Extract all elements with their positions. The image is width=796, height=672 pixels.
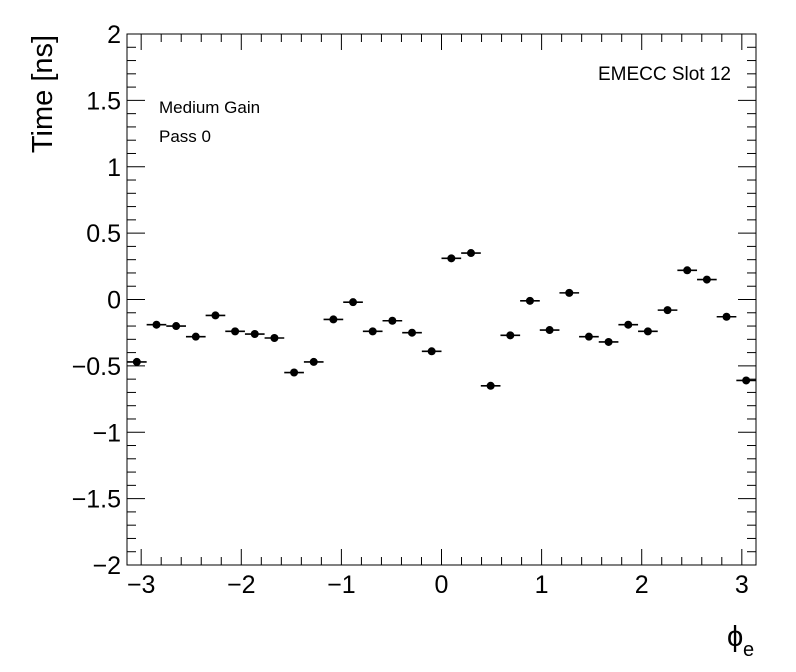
data-point (643, 327, 652, 336)
x-tick-label: −1 (327, 571, 356, 599)
data-point (408, 328, 417, 337)
data-point (290, 368, 299, 377)
y-tick-label: 2 (107, 21, 121, 49)
x-tick-label: 3 (735, 571, 749, 599)
data-point (250, 330, 259, 339)
data-point (270, 333, 279, 342)
x-tick-label: 1 (535, 571, 549, 599)
annotation-gain: Medium Gain (159, 98, 260, 117)
x-axis-label: ϕ (727, 621, 743, 653)
data-point (624, 320, 633, 329)
x-tick-label: 2 (635, 571, 649, 599)
data-point (466, 249, 475, 258)
y-tick-label: 1.5 (86, 87, 121, 115)
data-point (191, 332, 200, 341)
data-point (231, 327, 240, 336)
annotation-slot: EMECC Slot 12 (598, 64, 731, 85)
data-points (127, 249, 756, 390)
y-tick-label: −0.5 (72, 353, 121, 381)
y-tick-label: −1 (92, 419, 121, 447)
y-tick-label: −1.5 (72, 486, 121, 514)
x-tick-label: −2 (227, 571, 256, 599)
data-point (329, 315, 338, 324)
x-tick-label: −3 (127, 571, 156, 599)
x-axis-symbol: ϕ (727, 621, 743, 653)
data-point (388, 316, 397, 325)
data-point (702, 275, 711, 284)
data-point (722, 312, 731, 321)
data-point (506, 331, 515, 340)
data-point (427, 347, 436, 356)
tick-labels: −3 −2 −1 0 1 2 3−2−1.5−1−0.500.511.52 (72, 21, 749, 599)
axis-ticks (127, 33, 756, 566)
data-point (447, 254, 456, 263)
x-tick-label: 0 (435, 571, 449, 599)
data-point (368, 327, 377, 336)
annotation-pass: Pass 0 (159, 127, 211, 146)
y-tick-label: −2 (92, 552, 121, 580)
data-point (172, 322, 181, 331)
data-point (132, 357, 141, 366)
y-tick-label: 0 (107, 287, 121, 315)
data-point (349, 298, 358, 307)
y-tick-label: 1 (107, 154, 121, 182)
data-point (309, 357, 318, 366)
data-point (152, 320, 161, 329)
data-point (545, 326, 554, 335)
data-point (211, 311, 220, 320)
data-point (742, 376, 751, 385)
data-point (486, 381, 495, 390)
y-tick-label: 0.5 (86, 220, 121, 248)
x-axis-label-subscript: e (743, 639, 754, 661)
data-point (525, 296, 534, 305)
data-point (565, 288, 574, 297)
data-point (663, 306, 672, 315)
data-point (604, 337, 613, 346)
data-point (584, 332, 593, 341)
y-axis-label: Time [ns] (27, 35, 59, 153)
data-point (683, 266, 692, 275)
